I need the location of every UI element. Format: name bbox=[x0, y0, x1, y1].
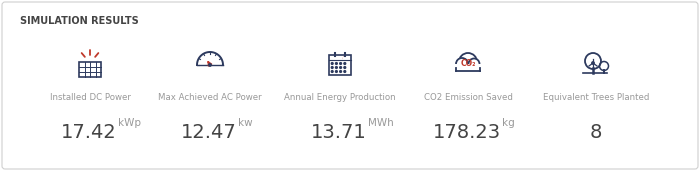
Circle shape bbox=[344, 67, 346, 68]
Text: SIMULATION RESULTS: SIMULATION RESULTS bbox=[20, 16, 139, 26]
FancyBboxPatch shape bbox=[2, 2, 698, 169]
FancyBboxPatch shape bbox=[454, 64, 482, 72]
Polygon shape bbox=[342, 56, 344, 60]
Text: kw: kw bbox=[238, 118, 253, 128]
Text: Installed DC Power: Installed DC Power bbox=[50, 93, 130, 102]
Circle shape bbox=[209, 64, 211, 66]
Circle shape bbox=[331, 71, 333, 72]
Circle shape bbox=[335, 67, 337, 68]
Circle shape bbox=[344, 71, 346, 72]
Circle shape bbox=[344, 63, 346, 64]
Text: 178.23: 178.23 bbox=[433, 123, 501, 142]
Circle shape bbox=[335, 63, 337, 64]
Circle shape bbox=[340, 71, 342, 72]
Circle shape bbox=[456, 58, 468, 70]
Text: kWp: kWp bbox=[118, 118, 141, 128]
Circle shape bbox=[335, 71, 337, 72]
Circle shape bbox=[459, 53, 477, 71]
Text: MWh: MWh bbox=[368, 118, 393, 128]
Circle shape bbox=[340, 67, 342, 68]
Text: Equivalent Trees Planted: Equivalent Trees Planted bbox=[542, 93, 649, 102]
Circle shape bbox=[592, 62, 594, 64]
Text: 8: 8 bbox=[590, 123, 602, 142]
Text: CO₂: CO₂ bbox=[461, 58, 476, 68]
Circle shape bbox=[468, 58, 480, 69]
Text: Max Achieved AC Power: Max Achieved AC Power bbox=[158, 93, 262, 102]
Text: 17.42: 17.42 bbox=[61, 123, 117, 142]
Text: kg: kg bbox=[502, 118, 514, 128]
Text: 12.47: 12.47 bbox=[181, 123, 237, 142]
Text: CO2 Emission Saved: CO2 Emission Saved bbox=[424, 93, 512, 102]
Circle shape bbox=[331, 63, 333, 64]
Circle shape bbox=[331, 67, 333, 68]
Text: Annual Energy Production: Annual Energy Production bbox=[284, 93, 396, 102]
Text: 13.71: 13.71 bbox=[311, 123, 367, 142]
Circle shape bbox=[340, 63, 342, 64]
